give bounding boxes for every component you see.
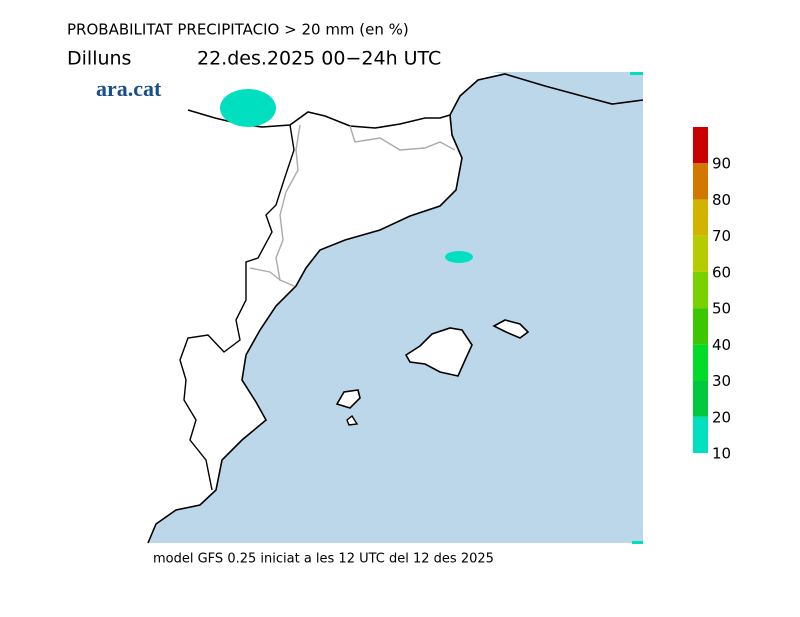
legend-tick-label: 60 xyxy=(712,263,731,281)
legend-tick-label: 70 xyxy=(712,227,731,245)
legend-swatch xyxy=(693,416,708,453)
map-period: 22.des.2025 00−24h UTC xyxy=(197,48,441,70)
legend-tick-label: 50 xyxy=(712,300,731,318)
probability-area xyxy=(630,72,643,75)
map-footer: model GFS 0.25 iniciat a les 12 UTC del … xyxy=(153,552,494,567)
color-legend: 10 20 30 40 50 60 70 80 90 xyxy=(693,127,731,463)
probability-area xyxy=(220,89,276,127)
legend-tick-label: 80 xyxy=(712,191,731,209)
legend-swatch xyxy=(693,271,708,309)
map-title: PROBABILITAT PRECIPITACIO > 20 mm (en %) xyxy=(67,21,409,39)
island xyxy=(404,327,473,377)
map xyxy=(147,72,644,544)
coastline xyxy=(147,73,644,544)
legend-swatch xyxy=(693,163,708,200)
legend-tick-label: 30 xyxy=(712,372,731,390)
legend-swatch xyxy=(693,235,708,272)
region-border xyxy=(349,125,456,151)
legend-swatch xyxy=(693,127,708,164)
logo: ara.cat xyxy=(96,76,162,101)
legend-tick-label: 90 xyxy=(712,155,731,173)
island xyxy=(492,319,530,339)
region-border xyxy=(249,267,281,281)
region-border xyxy=(179,124,295,491)
legend-tick-label: 20 xyxy=(712,408,731,426)
legend-swatch xyxy=(693,199,708,236)
legend-swatch xyxy=(693,308,708,345)
region-border xyxy=(275,124,301,287)
map-day: Dilluns xyxy=(67,48,131,70)
island xyxy=(335,389,361,409)
sea xyxy=(148,72,643,543)
island xyxy=(346,414,359,426)
probability-area xyxy=(445,251,473,263)
legend-swatch xyxy=(693,344,708,381)
legend-swatch xyxy=(693,380,708,417)
legend-tick-label: 40 xyxy=(712,336,731,354)
legend-tick-label: 10 xyxy=(712,445,731,463)
probability-area xyxy=(632,541,643,544)
